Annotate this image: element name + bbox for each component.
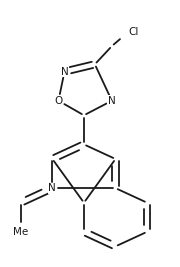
Text: N: N xyxy=(108,96,116,106)
Text: O: O xyxy=(54,96,63,106)
Text: Cl: Cl xyxy=(129,26,139,37)
Text: N: N xyxy=(61,66,68,77)
Text: Me: Me xyxy=(13,227,28,237)
Text: N: N xyxy=(48,183,56,193)
